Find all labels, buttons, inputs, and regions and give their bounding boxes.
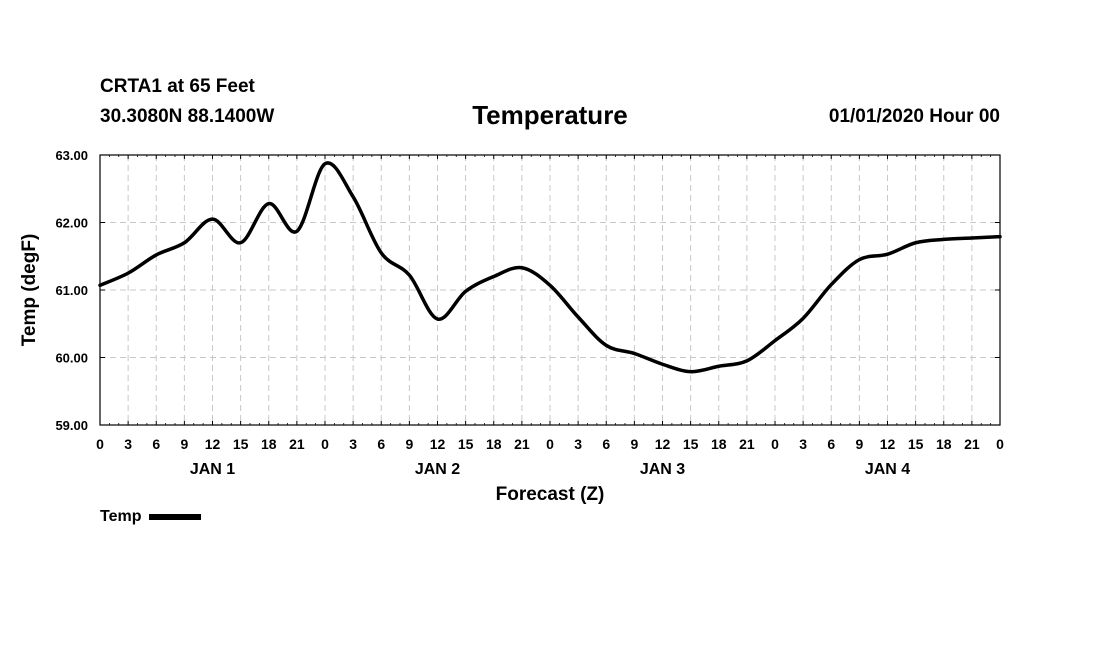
x-tick-label: 18 xyxy=(936,436,952,452)
x-tick-label: 18 xyxy=(261,436,277,452)
station-coordinates: 30.3080N 88.1400W xyxy=(100,106,275,127)
x-tick-label: 21 xyxy=(739,436,755,452)
day-label: JAN 4 xyxy=(865,461,910,478)
y-tick-label: 59.00 xyxy=(55,418,88,433)
x-tick-label: 21 xyxy=(964,436,980,452)
x-tick-label: 12 xyxy=(205,436,221,452)
x-tick-label: 9 xyxy=(855,436,863,452)
station-name: CRTA1 at 65 Feet xyxy=(100,76,255,97)
x-tick-label: 6 xyxy=(377,436,385,452)
x-tick-label: 9 xyxy=(180,436,188,452)
x-tick-label: 3 xyxy=(799,436,807,452)
x-tick-label: 21 xyxy=(289,436,305,452)
legend-swatch xyxy=(149,513,202,520)
x-tick-label: 12 xyxy=(880,436,896,452)
y-tick-label: 62.00 xyxy=(55,216,88,231)
x-tick-label: 0 xyxy=(321,436,329,452)
x-tick-label: 15 xyxy=(683,436,699,452)
x-tick-label: 12 xyxy=(655,436,671,452)
x-tick-label: 0 xyxy=(996,436,1004,452)
x-tick-label: 12 xyxy=(430,436,446,452)
x-tick-label: 6 xyxy=(602,436,610,452)
day-label: JAN 1 xyxy=(190,461,235,478)
x-tick-label: 21 xyxy=(514,436,530,452)
legend-label: Temp xyxy=(100,508,142,525)
x-axis-title: Forecast (Z) xyxy=(496,484,605,505)
x-tick-label: 0 xyxy=(771,436,779,452)
x-tick-label: 3 xyxy=(349,436,357,452)
y-tick-label: 61.00 xyxy=(55,283,88,298)
axis-labels: 0 3 6 9 12 15 18 21 0 3 6 9 12 15 18 21 0 3 6 9 12 15 18 21 0 3 6 9… xyxy=(55,148,1004,478)
x-tick-label: 18 xyxy=(711,436,727,452)
x-tick-label: 3 xyxy=(574,436,582,452)
issue-datetime: 01/01/2020 Hour 00 xyxy=(828,106,1000,127)
x-tick-label: 0 xyxy=(546,436,554,452)
x-tick-label: 15 xyxy=(908,436,924,452)
grid xyxy=(100,155,1000,425)
axis-ticks xyxy=(99,154,1001,426)
y-tick-label: 60.00 xyxy=(55,351,88,366)
day-label: JAN 2 xyxy=(415,461,460,478)
y-tick-label: 63.00 xyxy=(55,148,88,163)
x-tick-label: 15 xyxy=(233,436,249,452)
legend: Temp xyxy=(100,508,202,526)
x-tick-label: 18 xyxy=(486,436,502,452)
x-tick-label: 15 xyxy=(458,436,474,452)
x-tick-label: 9 xyxy=(630,436,638,452)
x-tick-label: 0 xyxy=(96,436,104,452)
temp-series-line xyxy=(98,161,1002,374)
y-axis-title: Temp (degF) xyxy=(19,234,40,347)
x-tick-label: 6 xyxy=(827,436,835,452)
x-tick-label: 6 xyxy=(152,436,160,452)
day-label: JAN 3 xyxy=(640,461,685,478)
x-tick-label: 9 xyxy=(405,436,413,452)
chart-title: Temperature xyxy=(472,100,628,130)
x-tick-label: 3 xyxy=(124,436,132,452)
